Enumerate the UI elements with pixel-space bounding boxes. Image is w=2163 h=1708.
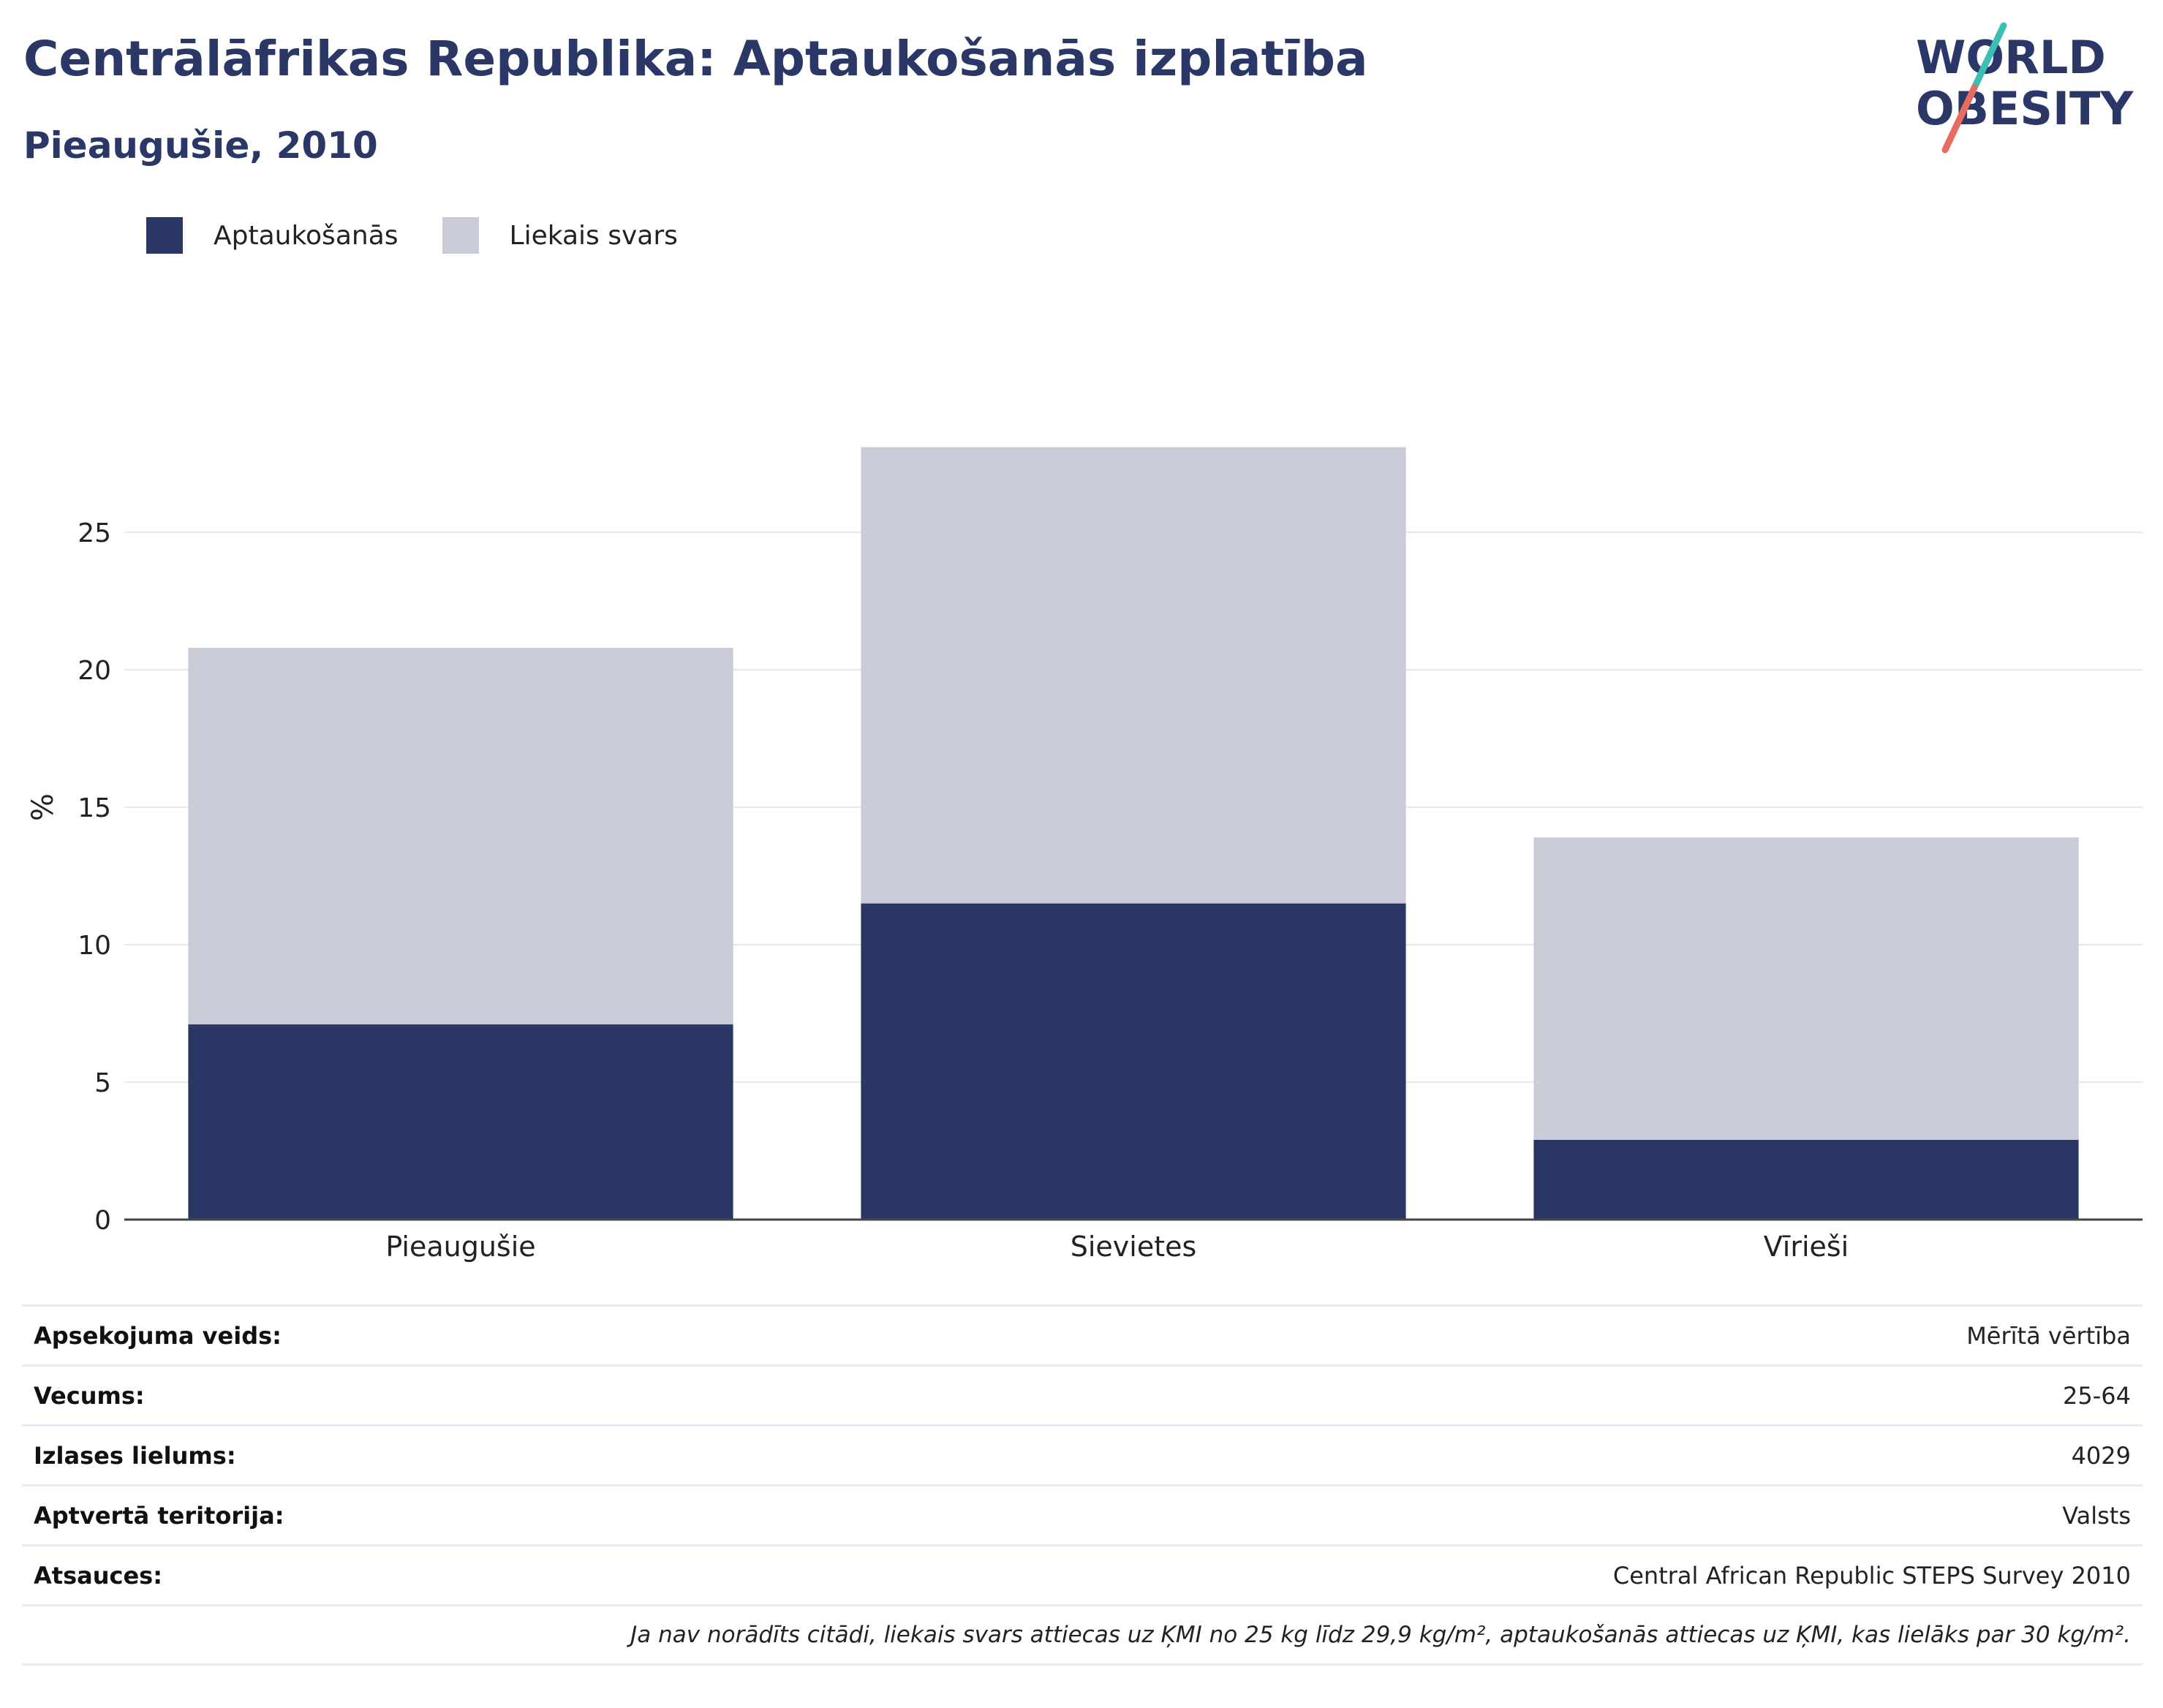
- info-row-age: Vecums: 25-64: [22, 1364, 2143, 1424]
- y-tick-label: 10: [78, 931, 111, 961]
- stacked-bar-chart: 0 5 10 15 20 25% Pieaugušie Sievietes Vīrieši: [26, 447, 2143, 1263]
- page-title: Centrālāfrikas Republika: Aptaukošanās i…: [23, 31, 1368, 87]
- legend-item-obesity[interactable]: Aptaukošanās: [146, 217, 399, 254]
- survey-info-table: Apsekojuma veids: Mērītā vērtība Vecums:…: [22, 1304, 2143, 1666]
- y-tick-label: 5: [94, 1068, 111, 1098]
- legend-swatch-overweight: [442, 217, 479, 254]
- info-value: Central African Republic STEPS Survey 20…: [1612, 1561, 2131, 1590]
- info-key: Vecums:: [34, 1381, 145, 1410]
- info-row-references: Atsauces: Central African Republic STEPS…: [22, 1544, 2143, 1604]
- logo-slash-top: [1971, 22, 2007, 91]
- bar-obesity: [188, 1024, 733, 1220]
- legend-label-obesity: Aptaukošanās: [214, 220, 399, 251]
- y-tick-label: 0: [94, 1206, 111, 1236]
- bar-overweight: [1533, 837, 2079, 1140]
- info-value: Mērītā vērtība: [1966, 1321, 2131, 1350]
- x-tick-label: Sievietes: [1071, 1231, 1197, 1263]
- chart-legend: Aptaukošanās Liekais svars: [146, 216, 722, 254]
- info-value: 25-64: [2063, 1381, 2131, 1410]
- world-obesity-logo: WORLD OBESITY: [1916, 22, 2134, 154]
- info-value: Valsts: [2062, 1501, 2131, 1530]
- logo-slash-bottom: [1941, 84, 1978, 154]
- x-tick-label: Vīrieši: [1764, 1231, 1849, 1263]
- info-key: Apsekojuma veids:: [34, 1321, 282, 1350]
- info-value: 4029: [2071, 1441, 2131, 1470]
- bar-obesity: [861, 903, 1406, 1220]
- x-tick-label: Pieaugušie: [385, 1231, 535, 1263]
- bar-overweight: [861, 447, 1406, 904]
- bar-overweight: [188, 647, 733, 1025]
- definition-note-text: Ja nav norādīts citādi, liekais svars at…: [630, 1622, 2131, 1648]
- logo-text-world: WORLD: [1916, 31, 2106, 84]
- bar-obesity: [1533, 1139, 2079, 1220]
- logo-text-obesity: OBESITY: [1916, 82, 2134, 135]
- info-row-survey-type: Apsekojuma veids: Mērītā vērtība: [22, 1304, 2143, 1364]
- info-key: Izlases lielums:: [34, 1441, 236, 1470]
- legend-label-overweight: Liekais svars: [509, 220, 678, 251]
- y-axis-title: %: [26, 793, 60, 821]
- page-subtitle: Pieaugušie, 2010: [23, 124, 378, 167]
- info-key: Aptvertā teritorija:: [34, 1501, 284, 1530]
- definition-note: Ja nav norādīts citādi, liekais svars at…: [22, 1604, 2143, 1666]
- info-key: Atsauces:: [34, 1561, 162, 1590]
- y-tick-label: 15: [78, 793, 111, 823]
- info-row-coverage: Aptvertā teritorija: Valsts: [22, 1484, 2143, 1544]
- legend-swatch-obesity: [146, 217, 183, 254]
- legend-item-overweight[interactable]: Liekais svars: [442, 217, 678, 254]
- info-row-sample-size: Izlases lielums: 4029: [22, 1424, 2143, 1484]
- y-tick-label: 25: [78, 518, 111, 548]
- y-tick-label: 20: [78, 656, 111, 686]
